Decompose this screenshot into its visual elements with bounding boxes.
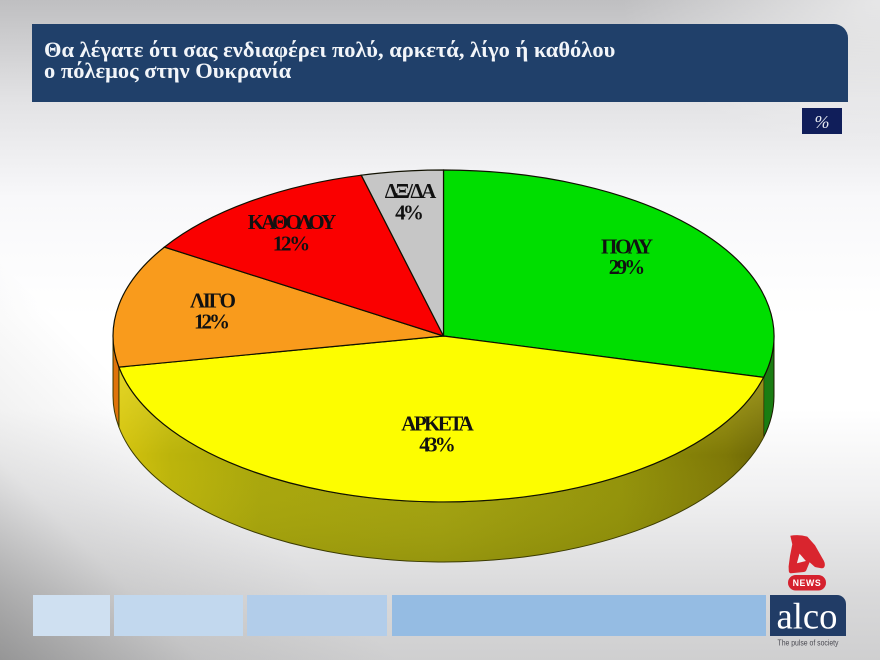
svg-text:43%: 43%: [419, 433, 456, 457]
svg-text:12%: 12%: [273, 232, 311, 256]
svg-text:ΚΑΘΟΛΟΥ: ΚΑΘΟΛΟΥ: [248, 210, 337, 234]
svg-text:ΑΡΚΕΤΑ: ΑΡΚΕΤΑ: [401, 412, 474, 436]
svg-text:The pulse of society: The pulse of society: [778, 638, 840, 648]
svg-text:ΔΞ/ΔΑ: ΔΞ/ΔΑ: [385, 179, 437, 203]
svg-text:%: %: [815, 112, 830, 132]
svg-text:ΛΙΓΟ: ΛΙΓΟ: [190, 289, 236, 313]
svg-text:alco: alco: [777, 597, 838, 638]
svg-text:29%: 29%: [609, 255, 646, 279]
svg-text:NEWS: NEWS: [793, 578, 822, 588]
svg-text:12%: 12%: [194, 310, 230, 334]
svg-text:ΠΟΛΥ: ΠΟΛΥ: [601, 235, 653, 259]
svg-text:4%: 4%: [395, 201, 424, 225]
